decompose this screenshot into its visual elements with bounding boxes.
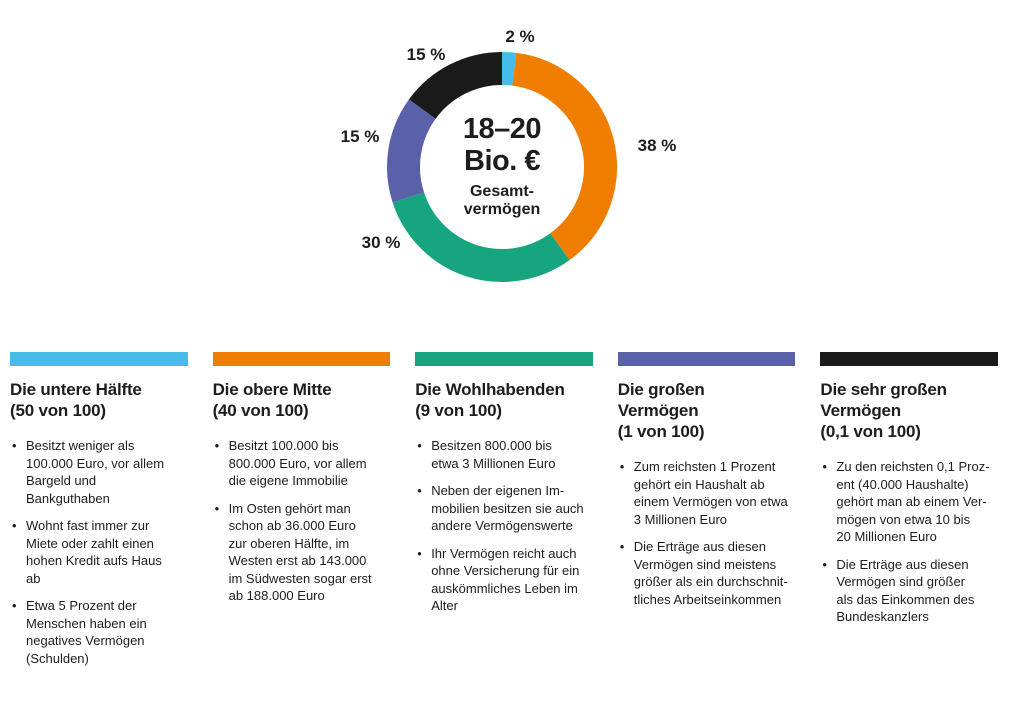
group-bullet: Wohnt fast immer zur Miete oder zahlt ei… [10,517,188,587]
wealth-group-column-4: Die sehr großen Vermögen (0,1 von 100) Z… [820,352,998,677]
group-bullet: Im Osten gehört man schon ab 36.000 Euro… [213,500,391,605]
group-bullet-list: Besitzen 800.000 bis etwa 3 Millionen Eu… [415,437,593,615]
percent-label-3: 15 % [340,127,380,146]
group-bullet: Etwa 5 Prozent der Menschen haben ein ne… [10,597,188,667]
wealth-group-column-0: Die untere Hälfte (50 von 100) Besitzt w… [10,352,188,677]
percent-label-4: 15 % [406,45,446,64]
wealth-group-column-3: Die großen Vermögen (1 von 100) Zum reic… [617,352,796,677]
donut-segment-2 [392,191,570,282]
group-color-bar [820,352,998,366]
group-title: Die Wohlhabenden (9 von 100) [415,380,565,421]
percent-label-2: 30 % [361,233,401,252]
group-color-bar [10,352,188,366]
group-bullet: Ihr Vermögen reicht auch ohne Versicheru… [415,545,593,615]
group-title: Die untere Hälfte (50 von 100) [10,380,142,421]
wealth-group-column-2: Die Wohlhabenden (9 von 100) Besitzen 80… [415,352,593,677]
group-title: Die sehr großen Vermögen (0,1 von 100) [820,380,947,442]
group-bullet: Besitzen 800.000 bis etwa 3 Millionen Eu… [415,437,593,472]
group-color-bar [415,352,593,366]
group-title: Die obere Mitte (40 von 100) [212,380,332,421]
group-bullet: Zum reichsten 1 Prozent gehört ein Haush… [618,458,796,528]
group-bullet: Besitzt weniger als 100.000 Euro, vor al… [10,437,188,507]
group-color-bar [212,352,391,366]
donut-chart-svg [387,52,617,282]
wealth-group-column-1: Die obere Mitte (40 von 100) Besitzt 100… [212,352,391,677]
percent-label-0: 2 % [505,27,535,46]
group-bullet: Neben der eigenen Im- mobilien besitzen … [415,482,593,535]
donut-segment-0 [501,52,517,86]
percent-label-1: 38 % [637,136,677,155]
group-bullet-list: Besitzt 100.000 bis 800.000 Euro, vor al… [213,437,391,605]
donut-segment-3 [387,99,436,203]
group-color-bar [617,352,796,366]
group-title: Die großen Vermögen (1 von 100) [617,380,705,442]
group-bullet-list: Zum reichsten 1 Prozent gehört ein Haush… [618,458,796,608]
donut-segment-1 [511,52,617,261]
group-bullet: Besitzt 100.000 bis 800.000 Euro, vor al… [213,437,391,490]
wealth-groups-row: Die untere Hälfte (50 von 100) Besitzt w… [0,352,1024,677]
group-bullet-list: Besitzt weniger als 100.000 Euro, vor al… [10,437,188,667]
group-bullet-list: Zu den reichsten 0,1 Proz- ent (40.000 H… [820,458,998,626]
group-bullet: Zu den reichsten 0,1 Proz- ent (40.000 H… [820,458,998,546]
group-bullet: Die Erträge aus diesen Vermögen sind grö… [820,556,998,626]
group-bullet: Die Erträge aus diesen Vermögen sind mei… [618,538,796,608]
donut-segment-4 [408,52,503,120]
donut-chart: 18–20 Bio. € Gesamt- vermögen 2 % 38 % 30 … [340,27,677,282]
